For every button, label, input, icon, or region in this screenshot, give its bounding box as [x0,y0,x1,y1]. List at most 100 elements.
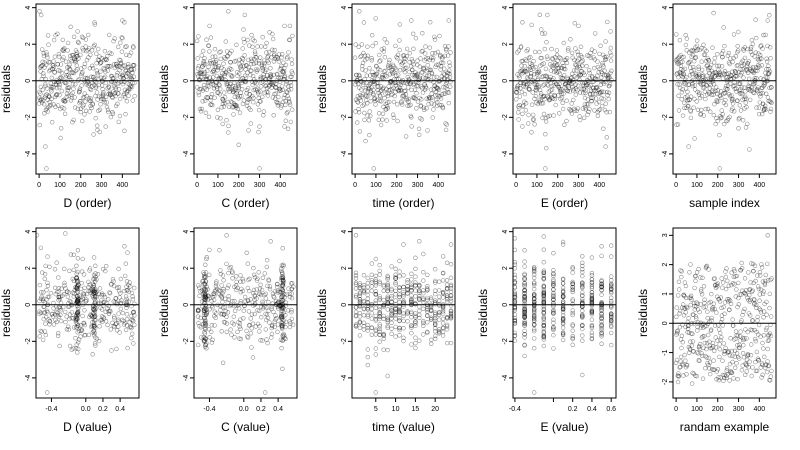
data-point [750,41,756,47]
data-point [75,289,80,294]
data-point [237,336,242,341]
data-point [369,302,374,307]
data-point [90,303,96,308]
data-point [289,291,294,296]
data-point [528,67,533,72]
data-point [240,75,245,81]
data-point [416,77,421,83]
data-point [522,323,527,328]
data-point [401,338,406,344]
data-point [123,327,129,333]
data-point [600,79,606,85]
data-point [272,91,277,97]
data-point [122,20,127,25]
data-point [683,283,689,289]
data-point [429,315,434,320]
data-point [727,61,732,67]
data-point [203,294,209,299]
data-point [768,277,773,283]
data-point [551,283,556,288]
data-point [688,339,693,344]
data-point [714,72,719,78]
data-point [38,63,44,69]
data-point [435,49,441,55]
data-point [705,321,711,326]
data-point [545,93,550,99]
data-point [695,47,700,52]
data-point [99,83,105,88]
data-point [689,54,694,59]
y-tick-label: -2 [341,338,348,344]
data-point [673,360,679,366]
data-point [683,95,688,100]
data-point [433,50,438,56]
data-point [555,62,560,67]
data-point [444,299,450,305]
data-point [759,265,765,270]
data-point [196,92,202,98]
data-point [123,68,128,74]
data-point [98,305,103,310]
data-point [760,291,766,296]
data-point [522,293,527,299]
data-point [532,49,538,55]
data-point [50,66,55,72]
data-point [522,291,527,296]
data-point [694,300,699,305]
data-point [280,275,286,281]
data-point [548,74,553,80]
data-point [527,65,533,70]
data-point [260,301,265,306]
data-point [688,94,694,99]
data-point [230,89,236,95]
data-point [58,106,63,112]
data-point [215,65,221,71]
data-point [62,99,68,104]
data-point [412,74,417,80]
x-axis-label: randam example [680,420,770,434]
data-point [433,64,438,70]
data-point [736,81,741,86]
data-point [285,93,290,99]
data-point [576,71,582,77]
data-point [513,330,518,336]
data-point [209,340,215,345]
data-point [751,70,757,76]
data-point [251,265,256,271]
data-point [229,74,235,79]
data-point [599,307,604,312]
data-point [112,324,117,330]
data-point [222,71,227,77]
data-point [588,88,594,94]
data-point [701,113,706,118]
data-point [359,87,364,92]
data-point [277,67,283,72]
data-point [417,312,422,318]
data-point [252,49,258,54]
data-point [56,289,62,294]
data-point [759,63,765,68]
data-point [130,70,135,76]
data-point [57,84,62,90]
data-point [417,338,422,343]
data-point [762,107,767,112]
data-point [203,322,209,328]
data-point [264,258,270,263]
data-point [396,72,401,77]
data-point [221,104,227,109]
data-point [103,69,108,74]
data-point [93,306,98,311]
y-tick-label: 2 [662,263,669,267]
data-point [695,107,701,113]
data-point [402,56,407,61]
data-point [575,83,581,88]
data-point [448,316,454,321]
data-point [235,73,240,78]
data-point [106,303,112,309]
data-point [129,317,134,322]
data-point [608,318,614,324]
data-point [273,85,278,90]
data-point [104,104,110,110]
data-point [369,288,374,294]
data-point [103,56,108,62]
